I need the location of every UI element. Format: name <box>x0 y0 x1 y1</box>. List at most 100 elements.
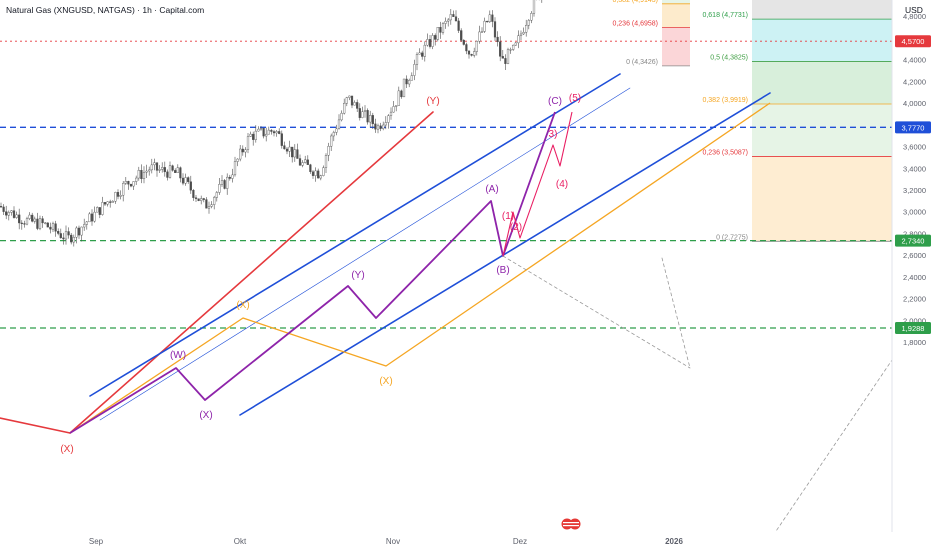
candle-body <box>309 164 312 172</box>
candle-body <box>124 181 127 184</box>
fib-right-zone <box>752 19 894 62</box>
candle-body <box>288 146 291 152</box>
candle-body <box>158 169 161 171</box>
candle-body <box>421 52 424 57</box>
price-tag <box>895 322 931 335</box>
candle-body <box>249 133 252 137</box>
candle-body <box>96 207 99 213</box>
candle-body <box>262 128 265 137</box>
fib-labels: 1,414 (6,4589)1,272 (6,2464)1 (5,8393)0,… <box>612 0 748 241</box>
candle-body <box>452 14 455 17</box>
candle-body <box>226 176 229 189</box>
price-axis-tick: 2,4000 <box>903 273 926 282</box>
candle-body <box>454 16 458 22</box>
candle-body <box>150 164 153 171</box>
price-tags: 5,67185,37054,57003,77702,73401,9288NATU… <box>895 35 931 335</box>
candle-body <box>426 39 429 46</box>
candle-body <box>278 131 281 134</box>
wave-label: (2) <box>510 222 522 233</box>
candle-body <box>257 128 260 132</box>
time-axis[interactable] <box>0 532 892 550</box>
candle-body <box>265 133 268 137</box>
candle-body <box>480 31 484 33</box>
price-axis-tick: 1,8000 <box>903 338 926 347</box>
candle-body <box>301 162 304 166</box>
wave-label: (X) <box>236 300 249 311</box>
candles <box>0 0 543 247</box>
candle-body <box>155 162 159 171</box>
candle-body <box>135 177 138 182</box>
candle-body <box>207 206 211 209</box>
candle-body <box>397 90 400 106</box>
candle-body <box>400 90 403 98</box>
candle-body <box>83 224 86 228</box>
candle-body <box>356 102 359 109</box>
candle-body <box>200 198 203 201</box>
red-wave-line <box>69 111 434 434</box>
candle-body <box>522 32 525 35</box>
candle-body <box>319 175 322 179</box>
candle-body <box>491 14 494 22</box>
wave-label: (W) <box>170 350 186 361</box>
time-axis-tick: 2026 <box>665 537 683 546</box>
candle-body <box>470 54 473 56</box>
candle-body <box>194 197 198 199</box>
candle-body <box>436 27 439 40</box>
candle-body <box>132 181 135 187</box>
events-flag-icon[interactable] <box>561 518 581 530</box>
red-trend-line <box>0 417 71 434</box>
candle-body <box>332 132 335 137</box>
candle-body <box>410 75 413 81</box>
time-axis-tick: Nov <box>386 537 400 546</box>
candle-body <box>447 19 450 22</box>
projection-line <box>661 257 691 369</box>
candle-body <box>345 97 348 104</box>
wave-label: (A) <box>485 184 498 195</box>
candle-body <box>340 112 343 121</box>
candle-body <box>192 190 195 198</box>
price-axis-tick: 2,8000 <box>903 229 926 238</box>
candle-body <box>283 145 286 150</box>
candle-body <box>218 184 221 193</box>
candle-body <box>493 21 497 38</box>
candle-body <box>514 42 517 46</box>
candle-body <box>415 54 419 65</box>
fib-left-label: 0,236 (4,6958) <box>612 21 658 28</box>
projection-line <box>769 359 893 541</box>
candle-body <box>517 35 520 44</box>
candle-body <box>428 39 432 47</box>
price-axis[interactable] <box>892 0 932 550</box>
candle-body <box>148 169 151 172</box>
candle-body <box>532 0 536 14</box>
candle-body <box>478 31 481 42</box>
candle-body <box>239 148 242 160</box>
candle-body <box>296 149 299 159</box>
candle-body <box>348 95 351 98</box>
candle-body <box>109 201 112 203</box>
candle-body <box>392 106 395 113</box>
candle-body <box>509 49 512 51</box>
candle-body <box>57 231 60 234</box>
wave-label: (X) <box>199 410 212 421</box>
candle-body <box>33 218 36 222</box>
candle-body <box>488 14 491 22</box>
fib-left-label: 0,382 (4,9143) <box>612 0 658 4</box>
candle-body <box>350 95 354 106</box>
candle-body <box>228 176 231 179</box>
candle-body <box>80 226 83 236</box>
candle-body <box>176 167 179 173</box>
price-axis-tick: 3,6000 <box>903 143 926 152</box>
candle-body <box>382 124 385 129</box>
fib-right-zone <box>752 61 894 104</box>
candle-body <box>337 119 341 130</box>
candle-body <box>0 206 3 208</box>
candle-body <box>467 50 471 55</box>
candle-body <box>189 181 192 191</box>
candle-body <box>59 233 62 239</box>
candle-body <box>413 64 416 76</box>
candle-body <box>501 56 504 59</box>
wave-labels: (X) (W) (X) (Y) (X) (X) (A) (B) (C) (Y) (1)(2) 3) (4… <box>60 93 581 455</box>
fib-zones <box>662 0 894 242</box>
wave-label: (5) <box>569 93 581 104</box>
